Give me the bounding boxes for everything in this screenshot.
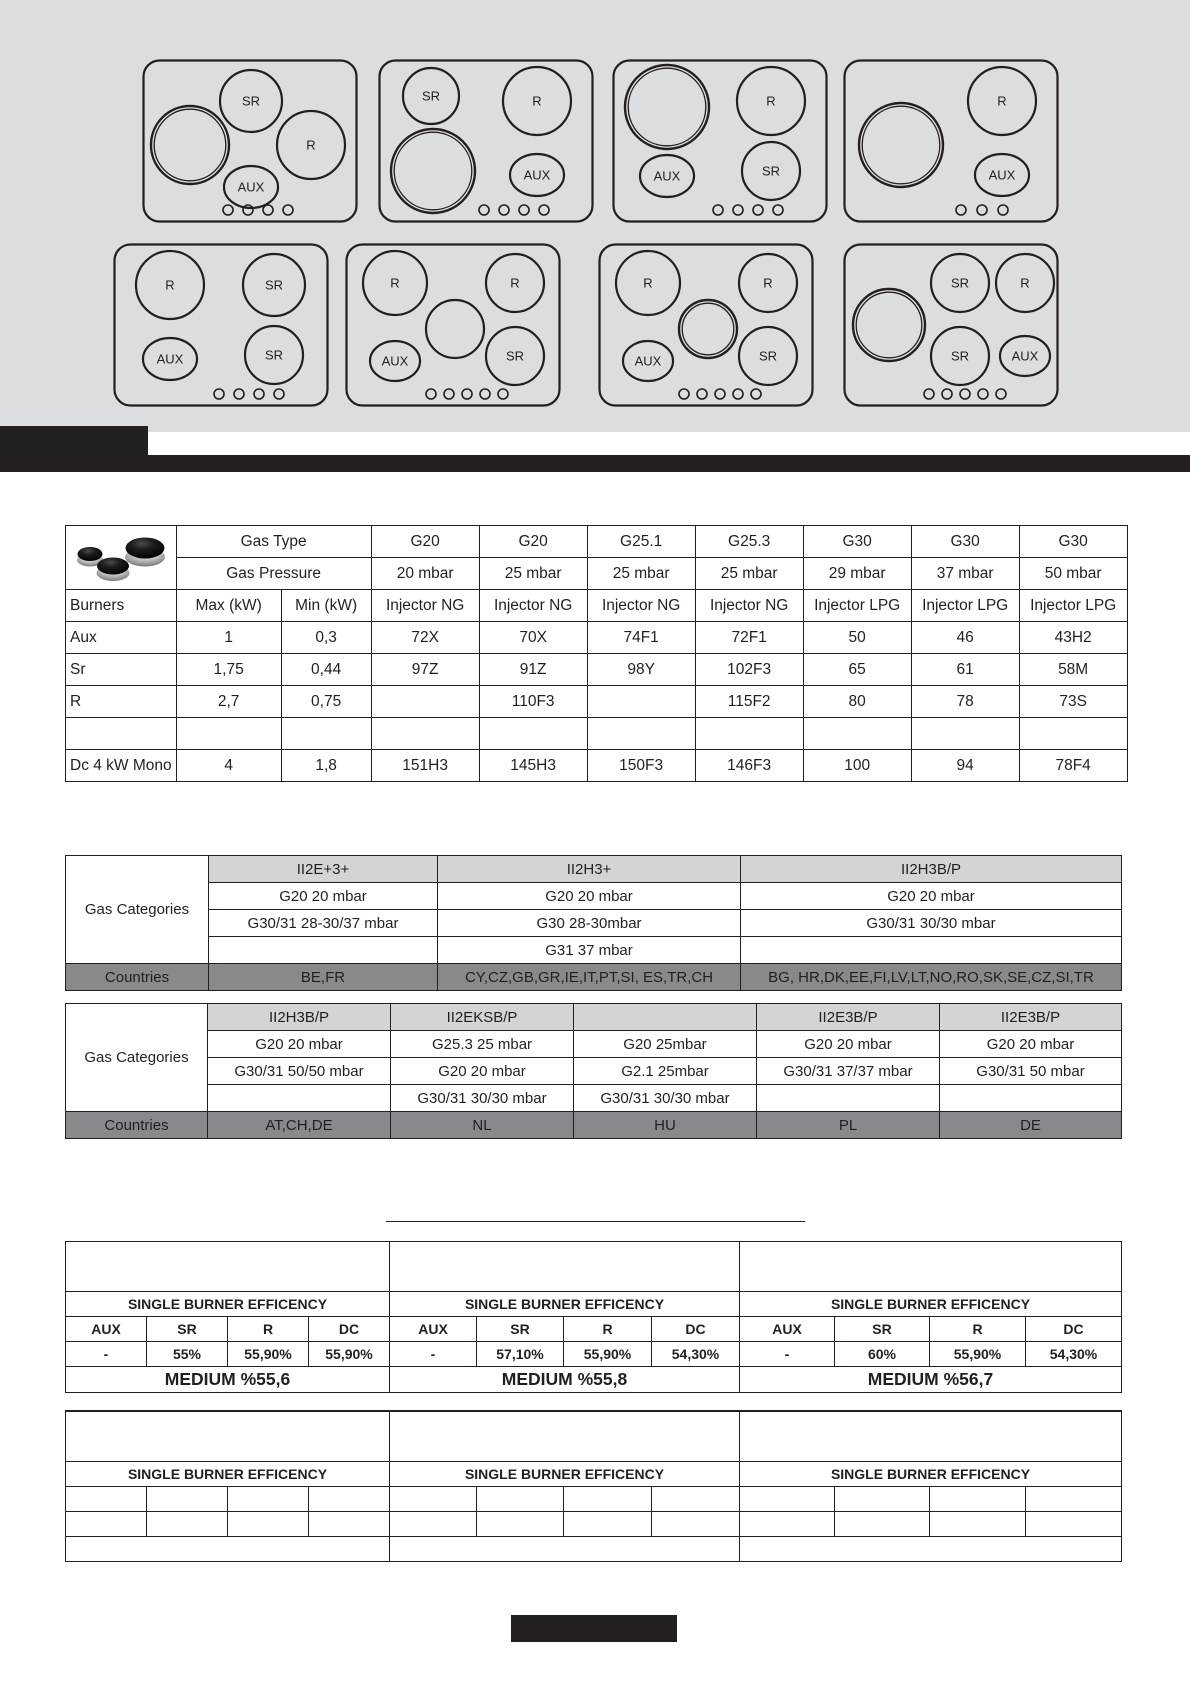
svg-text:SR: SR bbox=[242, 93, 260, 108]
svg-text:R: R bbox=[390, 275, 399, 290]
svg-text:SR: SR bbox=[762, 163, 780, 178]
svg-text:AUX: AUX bbox=[157, 351, 184, 366]
svg-text:R: R bbox=[510, 275, 519, 290]
svg-text:SR: SR bbox=[422, 88, 440, 103]
svg-text:SR: SR bbox=[951, 348, 969, 363]
svg-text:R: R bbox=[1020, 275, 1029, 290]
svg-text:R: R bbox=[763, 275, 772, 290]
svg-text:R: R bbox=[306, 137, 315, 152]
svg-text:AUX: AUX bbox=[382, 353, 409, 368]
svg-text:SR: SR bbox=[506, 348, 524, 363]
svg-text:R: R bbox=[643, 275, 652, 290]
svg-text:AUX: AUX bbox=[654, 168, 681, 183]
svg-text:AUX: AUX bbox=[989, 167, 1016, 182]
svg-text:AUX: AUX bbox=[238, 179, 265, 194]
svg-text:SR: SR bbox=[951, 275, 969, 290]
svg-text:AUX: AUX bbox=[635, 353, 662, 368]
svg-text:SR: SR bbox=[265, 277, 283, 292]
svg-text:SR: SR bbox=[265, 347, 283, 362]
svg-text:AUX: AUX bbox=[524, 167, 551, 182]
svg-text:R: R bbox=[997, 93, 1006, 108]
svg-text:R: R bbox=[165, 277, 174, 292]
svg-text:R: R bbox=[532, 93, 541, 108]
svg-text:SR: SR bbox=[759, 348, 777, 363]
svg-text:AUX: AUX bbox=[1012, 348, 1039, 363]
svg-text:R: R bbox=[766, 93, 775, 108]
